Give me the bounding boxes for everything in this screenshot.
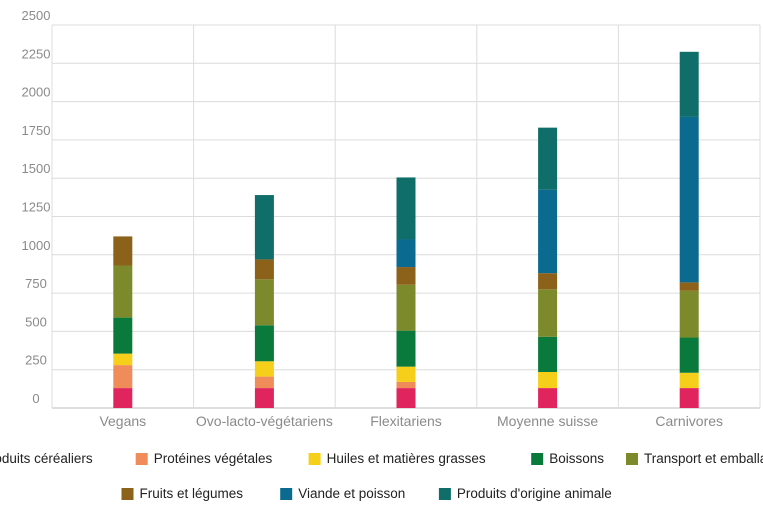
bar-segment xyxy=(113,317,133,354)
y-tick-label: 750 xyxy=(25,276,47,291)
x-category-label: Flexitariens xyxy=(370,413,442,429)
legend-label: Fruits et légumes xyxy=(140,486,244,501)
bar-segment xyxy=(113,265,133,318)
bar-segment xyxy=(113,353,133,366)
legend-swatch xyxy=(626,453,638,465)
x-category-label: Vegans xyxy=(99,413,146,429)
y-tick-label: 500 xyxy=(25,314,47,329)
legend-label: Produits d'origine animale xyxy=(457,486,612,501)
bar-segment xyxy=(113,236,133,266)
x-category-label: Carnivores xyxy=(655,413,723,429)
bar-segment xyxy=(254,361,274,377)
legend-swatch xyxy=(280,488,293,500)
bar-segment xyxy=(396,366,416,382)
bar-segment xyxy=(396,388,416,408)
legend-swatch xyxy=(121,488,134,500)
bar-segment xyxy=(254,279,274,326)
legend-swatch xyxy=(531,453,544,465)
bar-segment xyxy=(538,336,558,372)
bar-segment xyxy=(396,177,416,240)
bar-segment xyxy=(538,127,558,190)
bar-segment xyxy=(538,289,558,337)
bar-segment xyxy=(254,376,274,389)
y-tick-label: 2500 xyxy=(22,8,51,23)
y-tick-label: 2250 xyxy=(22,46,51,61)
bar-segment xyxy=(679,116,699,283)
y-tick-label: 1000 xyxy=(22,238,51,253)
y-tick-label: 1250 xyxy=(22,200,51,215)
y-tick-label: 1750 xyxy=(22,123,51,138)
x-category-label: Moyenne suisse xyxy=(497,413,598,429)
bar-segment xyxy=(254,259,274,280)
bar-segment xyxy=(679,290,699,338)
bar-segment xyxy=(679,372,699,389)
y-tick-label: 0 xyxy=(32,391,39,406)
legend-swatch xyxy=(438,488,451,500)
bar-segment xyxy=(538,371,558,389)
bar-segment xyxy=(254,325,274,362)
bar-segment xyxy=(679,282,699,291)
legend-label: Boissons xyxy=(549,451,604,466)
bar-segment xyxy=(254,195,274,260)
bar-segment xyxy=(396,284,416,331)
bar-segment xyxy=(538,189,558,274)
bar-segment xyxy=(679,51,699,117)
bar-segment xyxy=(679,388,699,408)
legend-swatch xyxy=(135,453,148,465)
y-tick-label: 250 xyxy=(25,353,47,368)
legend-label: Protéines végétales xyxy=(154,451,273,466)
legend-label: Viande et poisson xyxy=(298,486,405,501)
bar-segment xyxy=(538,388,558,408)
x-category-label: Ovo-lacto-végétariens xyxy=(196,413,333,429)
y-tick-label: 2000 xyxy=(22,85,51,100)
bar-segment xyxy=(254,388,274,408)
bar-segment xyxy=(396,381,416,389)
bar-segment xyxy=(113,388,133,408)
bar-segment xyxy=(113,365,133,389)
legend-swatch xyxy=(308,453,321,465)
y-tick-label: 1500 xyxy=(22,161,51,176)
bar-segment xyxy=(396,267,416,285)
legend-label: Transport et emballage xyxy=(644,451,763,466)
bar-segment xyxy=(538,273,558,290)
legend-label: Produits céréaliers xyxy=(0,451,93,466)
bar-segment xyxy=(396,239,416,268)
bar-segment xyxy=(396,330,416,367)
legend-label: Huiles et matières grasses xyxy=(327,451,486,466)
bar-segment xyxy=(679,337,699,373)
